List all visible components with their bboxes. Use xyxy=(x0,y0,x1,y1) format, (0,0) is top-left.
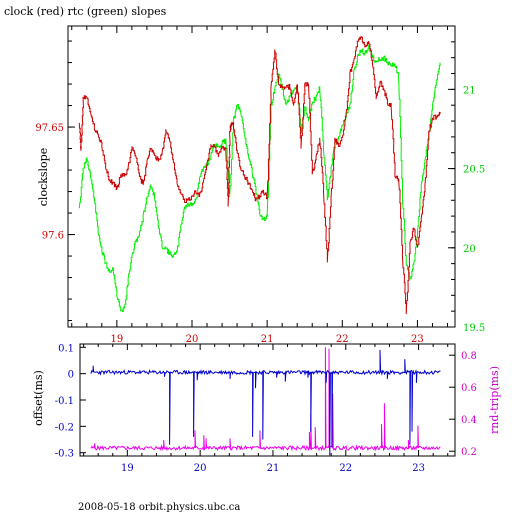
upper-x-tick-label: 19 xyxy=(110,334,123,345)
upper-panel: 19 20 21 22 23 97.6 97.65 19.5 20 20.5 21 clocks… xyxy=(35,25,485,345)
lower-right-tick-label: 0.8 xyxy=(461,351,477,362)
lower-x-axis: 19 20 21 22 23 xyxy=(83,344,449,474)
lower-left-tick-label: 0.1 xyxy=(58,343,74,354)
upper-x-tick-label: 23 xyxy=(411,334,424,345)
lower-left-tick-label: -0.2 xyxy=(55,422,74,433)
lower-x-tick-label: 21 xyxy=(267,463,280,474)
lower-right-tick-label: 0.2 xyxy=(461,447,477,458)
upper-x-tick-label: 20 xyxy=(186,334,199,345)
upper-x-tick-label: 22 xyxy=(336,334,349,345)
lower-left-tick-label: -0.3 xyxy=(55,449,74,460)
upper-x-tick-label: 21 xyxy=(261,334,274,345)
lower-right-tick-label: 0.4 xyxy=(461,415,477,426)
upper-left-tick-label: 97.65 xyxy=(35,123,64,134)
lower-right-tick-label: 0.6 xyxy=(461,383,477,394)
upper-right-tick-label: 20 xyxy=(463,244,476,255)
lower-panel: 19 20 21 22 23 0.1 0 -0.1 -0.2 -0.3 0.2 0.4 0.6 0.8… xyxy=(32,343,501,474)
upper-left-axis: 97.6 97.65 xyxy=(35,40,75,322)
offset-line xyxy=(90,349,441,456)
lower-x-tick-label: 22 xyxy=(339,463,352,474)
upper-x-axis: 19 20 21 22 23 xyxy=(71,26,448,345)
upper-y-axis-label: clockslope xyxy=(37,148,50,206)
lower-x-tick-label: 20 xyxy=(194,463,207,474)
upper-plot-frame xyxy=(67,25,456,328)
lower-left-axis: 0.1 0 -0.1 -0.2 -0.3 xyxy=(55,343,86,460)
lower-left-tick-label: -0.1 xyxy=(55,396,74,407)
chart-title: clock (red) rtc (green) slopes xyxy=(4,5,167,18)
lower-left-tick-label: 0 xyxy=(68,370,74,381)
rtc-slope-line xyxy=(78,44,441,312)
upper-right-tick-label: 20.5 xyxy=(463,165,485,176)
round-trip-line xyxy=(90,347,441,452)
upper-right-axis: 19.5 20 20.5 21 xyxy=(448,25,485,334)
clock-slope-line xyxy=(78,35,441,315)
lower-x-tick-label: 23 xyxy=(412,463,425,474)
upper-left-tick-label: 97.6 xyxy=(42,231,64,242)
lower-x-tick-label: 19 xyxy=(121,463,134,474)
lower-series-group xyxy=(90,347,441,456)
lower-left-axis-label: offset(ms) xyxy=(32,370,45,426)
upper-right-tick-label: 19.5 xyxy=(463,323,485,334)
footer-caption: 2008-05-18 orbit.physics.ubc.ca xyxy=(78,502,240,512)
lower-right-axis: 0.2 0.4 0.6 0.8 xyxy=(449,351,477,458)
lower-plot-frame xyxy=(79,343,456,457)
lower-right-axis-label: rnd-trip(ms) xyxy=(488,366,501,434)
upper-right-tick-label: 21 xyxy=(463,85,476,96)
upper-series-group xyxy=(78,35,441,315)
